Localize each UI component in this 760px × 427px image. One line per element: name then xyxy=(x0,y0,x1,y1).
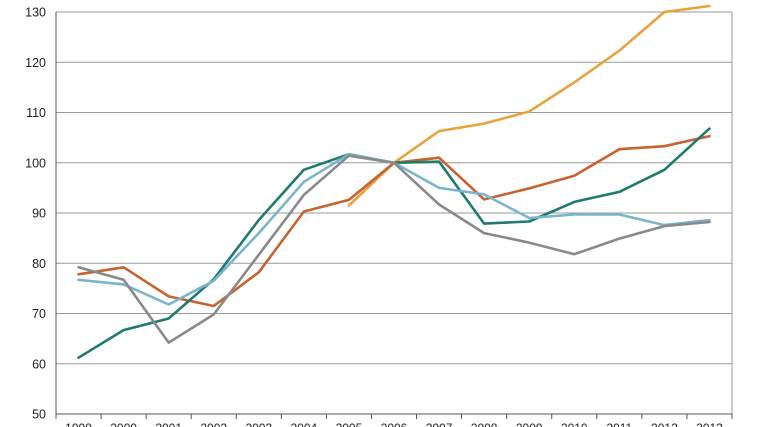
series-line-5 xyxy=(77,154,711,344)
x-tick-label-2004: 2004 xyxy=(291,421,318,427)
x-tick-label-2010: 2010 xyxy=(561,421,588,427)
x-axis-tick-labels: 1999 2000 2001 2002 2003 2004 2005 2006 2007 2008… xyxy=(65,421,723,427)
x-tick-label-2012: 2012 xyxy=(651,421,678,427)
y-tick-label-50: 50 xyxy=(32,408,46,422)
x-tick-label-2009: 2009 xyxy=(516,421,543,427)
y-tick-label-110: 110 xyxy=(26,106,46,120)
y-tick-label-100: 100 xyxy=(25,156,46,170)
axes xyxy=(55,12,733,419)
x-tick-label-2008: 2008 xyxy=(471,421,498,427)
x-tick-label-2002: 2002 xyxy=(200,421,227,427)
y-tick-label-70: 70 xyxy=(32,307,46,321)
y-tick-label-120: 120 xyxy=(25,56,46,70)
series-line-4 xyxy=(77,152,711,306)
y-tick-label-90: 90 xyxy=(32,207,46,221)
series-lines xyxy=(77,4,711,359)
series-line-1 xyxy=(347,4,711,207)
x-tick-label-2011: 2011 xyxy=(606,421,632,427)
x-tick-label-2000: 2000 xyxy=(110,421,137,427)
y-tick-label-130: 130 xyxy=(25,6,46,20)
y-tick-label-60: 60 xyxy=(32,357,46,371)
x-tick-label-1999: 1999 xyxy=(65,421,92,427)
y-axis-tick-labels: 50 60 70 80 90 100 110 120 130 xyxy=(25,6,46,422)
x-tick-label-2007: 2007 xyxy=(426,421,453,427)
y-tick-label-80: 80 xyxy=(32,257,46,271)
x-tick-label-2005: 2005 xyxy=(336,421,363,427)
gridlines xyxy=(56,11,732,415)
x-tick-label-2003: 2003 xyxy=(245,421,272,427)
x-tick-label-2006: 2006 xyxy=(381,421,408,427)
x-tick-label-2001: 2001 xyxy=(155,421,182,427)
